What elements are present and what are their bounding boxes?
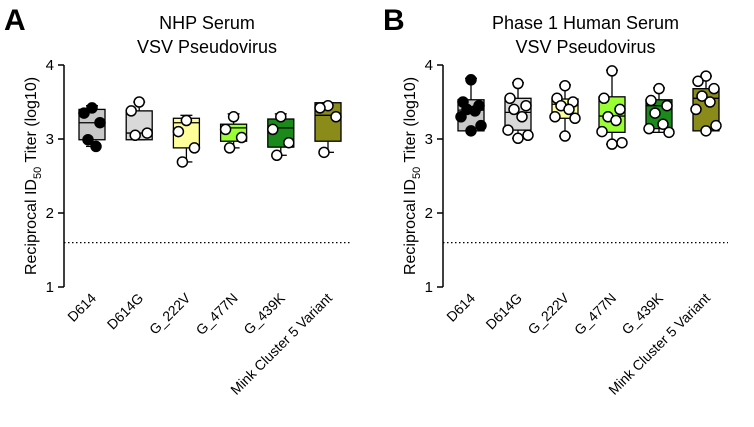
data-point [455,111,467,123]
data-point [520,99,532,112]
data-point [94,116,106,129]
data-point [90,140,102,153]
data-point [314,102,326,114]
data-point [563,103,575,116]
x-tick-label: D614 [443,290,478,325]
data-point [129,129,141,142]
data-point [569,112,581,125]
data-point [606,138,618,150]
data-point [275,111,287,123]
chart-title: VSV Pseudovirus [137,37,277,57]
y-axis-label-part: 50 [411,167,423,179]
panel-label: A [4,4,26,37]
y-tick-label: 4 [46,57,54,74]
x-tick-label: D614G [482,290,525,333]
data-point [475,119,487,132]
data-point [271,149,283,162]
data-point [692,75,704,88]
y-tick-label: 1 [46,279,54,296]
data-point [710,119,722,132]
data-point [559,79,571,92]
data-point [700,125,712,137]
chart-title: VSV Pseudovirus [515,37,655,57]
x-tick-label: G_222V [146,289,194,337]
data-point [176,156,189,168]
x-tick-label: G_439K [240,289,288,337]
y-tick-label: 4 [425,57,433,74]
x-tick-label: D614G [104,290,147,333]
x-tick-label: G_222V [524,289,572,337]
data-point [219,123,232,136]
data-point [188,142,201,154]
data-point [657,118,669,130]
y-axis-label: Reciprocal ID50 Titer (log10) [23,77,44,275]
chart-title: Phase 1 Human Serum [492,13,679,33]
data-point [141,127,153,139]
data-point [653,82,665,95]
y-axis-label-part: Titer (log10) [23,77,40,167]
y-tick-label: 1 [425,279,433,296]
data-point [614,103,626,116]
x-tick-label: G_439K [618,289,666,337]
data-point [708,82,720,95]
data-point [465,125,477,137]
x-tick-label: D614 [64,290,99,325]
y-axis-label-part: 50 [32,167,44,179]
x-tick-label: G_477N [193,290,241,338]
data-point [508,103,520,116]
data-point [645,94,657,107]
data-point [227,111,240,123]
data-point [696,90,708,102]
data-point [86,102,98,114]
data-point [522,129,534,142]
data-point [180,114,193,127]
data-point [82,133,94,146]
data-point [172,125,185,138]
data-point [78,107,90,119]
y-axis-label-part: Reciprocal ID [23,179,40,275]
data-point [318,146,330,159]
data-point [690,103,702,116]
y-tick-label: 2 [425,205,433,222]
data-point [283,136,295,149]
data-point [606,65,618,77]
data-point [549,111,561,123]
data-point [469,105,481,117]
data-point [133,96,145,108]
data-point [661,99,673,112]
panel-label: B [383,4,405,37]
data-point [465,74,477,86]
y-tick-label: 3 [425,131,433,148]
data-point [516,111,528,123]
data-point [223,142,236,154]
y-axis-label: Reciprocal ID50 Titer (log10) [402,77,423,275]
data-point [663,126,675,139]
chart-title: NHP Serum [159,13,255,33]
data-point [598,92,610,105]
x-tick-label: G_477N [571,290,619,338]
data-point [267,123,279,136]
y-tick-label: 2 [46,205,54,222]
data-point [330,111,342,123]
data-point [559,130,571,142]
data-point [125,105,137,117]
data-point [649,107,661,119]
y-axis-label-part: Titer (log10) [402,77,419,167]
data-point [643,122,655,135]
data-point [704,96,716,108]
data-point [596,125,608,138]
y-tick-label: 3 [46,131,54,148]
data-point [512,132,524,145]
data-point [235,131,248,144]
data-point [504,92,516,105]
data-point [502,124,514,136]
data-point [512,77,524,90]
data-point [700,70,712,82]
y-axis-label-part: Reciprocal ID [402,179,419,275]
data-point [616,136,628,149]
data-point [610,114,622,127]
